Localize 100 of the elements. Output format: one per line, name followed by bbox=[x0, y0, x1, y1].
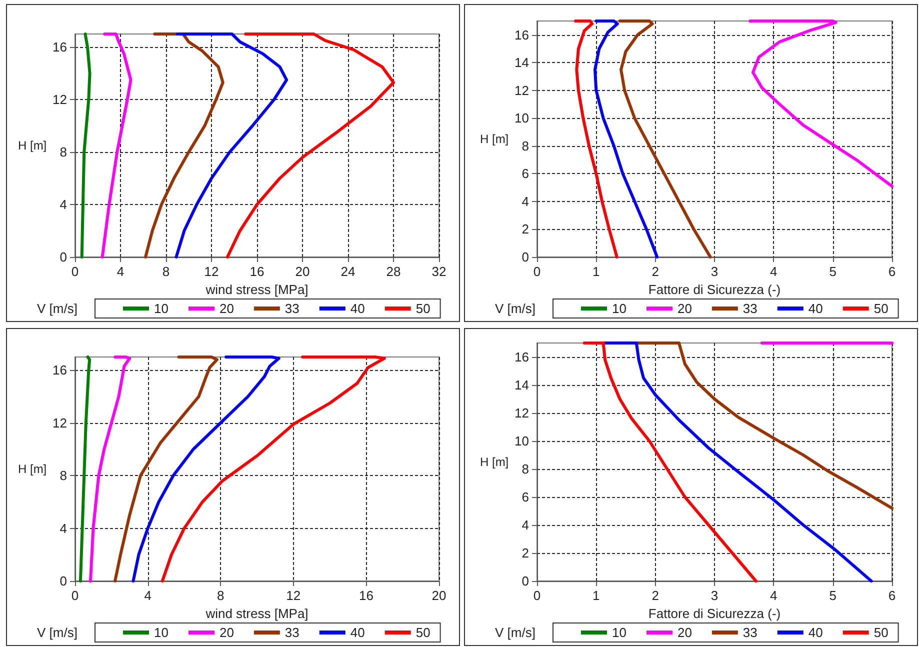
y-tick-label: 16 bbox=[514, 27, 529, 42]
y-tick-label: 14 bbox=[514, 378, 529, 392]
x-tick-label: 2 bbox=[652, 588, 659, 603]
legend-title: V [m/s] bbox=[495, 625, 536, 640]
y-axis-title: H [m] bbox=[480, 132, 509, 146]
legend-label: 20 bbox=[219, 625, 234, 640]
y-axis-title: H [m] bbox=[18, 462, 47, 476]
legend-label: 10 bbox=[612, 301, 626, 316]
y-tick-label: 0 bbox=[60, 250, 67, 264]
x-axis-title: wind stress [MPa] bbox=[204, 606, 308, 621]
x-tick-label: 2 bbox=[652, 264, 659, 279]
x-tick-label: 4 bbox=[770, 264, 778, 279]
x-tick-label: 12 bbox=[204, 264, 219, 279]
line-series bbox=[100, 32, 132, 258]
line-series bbox=[78, 356, 92, 582]
x-tick-label: 5 bbox=[829, 588, 836, 603]
legend-label: 50 bbox=[416, 625, 430, 640]
legend-label: 50 bbox=[874, 301, 888, 316]
y-tick-label: 4 bbox=[522, 518, 529, 532]
line-series bbox=[593, 20, 659, 258]
y-tick-label: 8 bbox=[522, 138, 529, 154]
legend-title: V [m/s] bbox=[37, 625, 78, 640]
line-series bbox=[160, 356, 386, 582]
y-tick-label: 16 bbox=[52, 362, 67, 378]
x-tick-label: 0 bbox=[71, 264, 79, 279]
y-tick-label: 14 bbox=[514, 55, 529, 70]
legend-label: 10 bbox=[612, 625, 626, 640]
x-tick-label: 6 bbox=[888, 588, 896, 603]
y-tick-label: 10 bbox=[514, 110, 529, 126]
x-tick-label: 16 bbox=[250, 264, 264, 279]
y-tick-label: 0 bbox=[60, 574, 67, 588]
legend-label: 40 bbox=[808, 625, 823, 640]
legend-title: V [m/s] bbox=[37, 301, 78, 316]
x-tick-label: 5 bbox=[829, 264, 836, 279]
line-series bbox=[226, 32, 395, 258]
y-tick-label: 12 bbox=[52, 92, 67, 108]
line-series bbox=[618, 20, 712, 258]
x-tick-label: 0 bbox=[71, 588, 79, 603]
legend-label: 10 bbox=[154, 301, 168, 316]
x-tick-label: 16 bbox=[358, 588, 374, 603]
x-tick-label: 4 bbox=[116, 264, 124, 279]
y-tick-label: 4 bbox=[60, 197, 67, 212]
y-tick-label: 4 bbox=[522, 194, 529, 209]
line-series bbox=[80, 32, 92, 258]
x-tick-label: 20 bbox=[432, 588, 446, 603]
y-tick-label: 8 bbox=[522, 462, 529, 476]
legend-label: 20 bbox=[219, 301, 234, 316]
x-tick-label: 8 bbox=[216, 588, 224, 603]
y-tick-label: 12 bbox=[514, 406, 529, 420]
x-tick-label: 3 bbox=[710, 588, 718, 603]
x-tick-label: 20 bbox=[295, 264, 310, 279]
x-tick-label: 1 bbox=[592, 264, 600, 279]
line-series bbox=[114, 356, 218, 582]
x-tick-label: 4 bbox=[144, 588, 152, 603]
line-series bbox=[574, 20, 618, 258]
x-tick-label: 1 bbox=[592, 588, 600, 603]
y-tick-label: 2 bbox=[522, 222, 529, 237]
line-series bbox=[748, 20, 894, 188]
y-tick-label: 0 bbox=[522, 574, 529, 588]
y-tick-label: 8 bbox=[60, 144, 67, 160]
legend-label: 33 bbox=[284, 301, 300, 316]
line-series bbox=[88, 356, 132, 582]
y-tick-label: 12 bbox=[514, 82, 529, 98]
legend-label: 10 bbox=[154, 625, 168, 640]
legend-label: 40 bbox=[350, 301, 365, 316]
legend-label: 33 bbox=[284, 625, 300, 640]
y-tick-label: 0 bbox=[522, 250, 529, 264]
x-tick-label: 8 bbox=[162, 264, 170, 279]
line-series bbox=[582, 342, 758, 582]
legend-label: 33 bbox=[742, 625, 758, 640]
y-tick-label: 12 bbox=[52, 415, 67, 430]
x-tick-label: 0 bbox=[533, 588, 541, 603]
legend-label: 40 bbox=[350, 625, 365, 640]
x-tick-label: 28 bbox=[386, 264, 401, 279]
legend-label: 50 bbox=[416, 301, 430, 316]
y-tick-label: 10 bbox=[514, 434, 529, 448]
y-tick-label: 6 bbox=[522, 166, 529, 182]
x-axis-title: wind stress [MPa] bbox=[204, 282, 308, 297]
x-tick-label: 24 bbox=[340, 264, 356, 279]
line-series bbox=[174, 32, 288, 258]
x-tick-label: 6 bbox=[888, 264, 896, 279]
y-tick-label: 16 bbox=[52, 40, 67, 55]
legend-label: 40 bbox=[808, 301, 823, 316]
y-tick-label: 16 bbox=[514, 350, 529, 364]
line-series bbox=[144, 32, 224, 258]
legend-label: 33 bbox=[742, 301, 758, 316]
y-tick-label: 8 bbox=[60, 468, 67, 484]
y-tick-label: 6 bbox=[522, 490, 529, 504]
y-tick-label: 2 bbox=[522, 546, 529, 560]
line-series bbox=[132, 356, 280, 582]
y-axis-title: H [m] bbox=[480, 455, 509, 469]
x-tick-label: 4 bbox=[770, 588, 778, 603]
legend-label: 20 bbox=[677, 301, 692, 316]
x-tick-label: 12 bbox=[286, 588, 301, 603]
y-axis-title: H [m] bbox=[18, 138, 47, 152]
x-tick-label: 0 bbox=[533, 264, 541, 279]
legend-title: V [m/s] bbox=[495, 301, 536, 316]
x-axis-title: Fattore di Sicurezza (-) bbox=[648, 282, 781, 297]
x-tick-label: 3 bbox=[710, 264, 718, 279]
y-tick-label: 4 bbox=[60, 520, 67, 536]
